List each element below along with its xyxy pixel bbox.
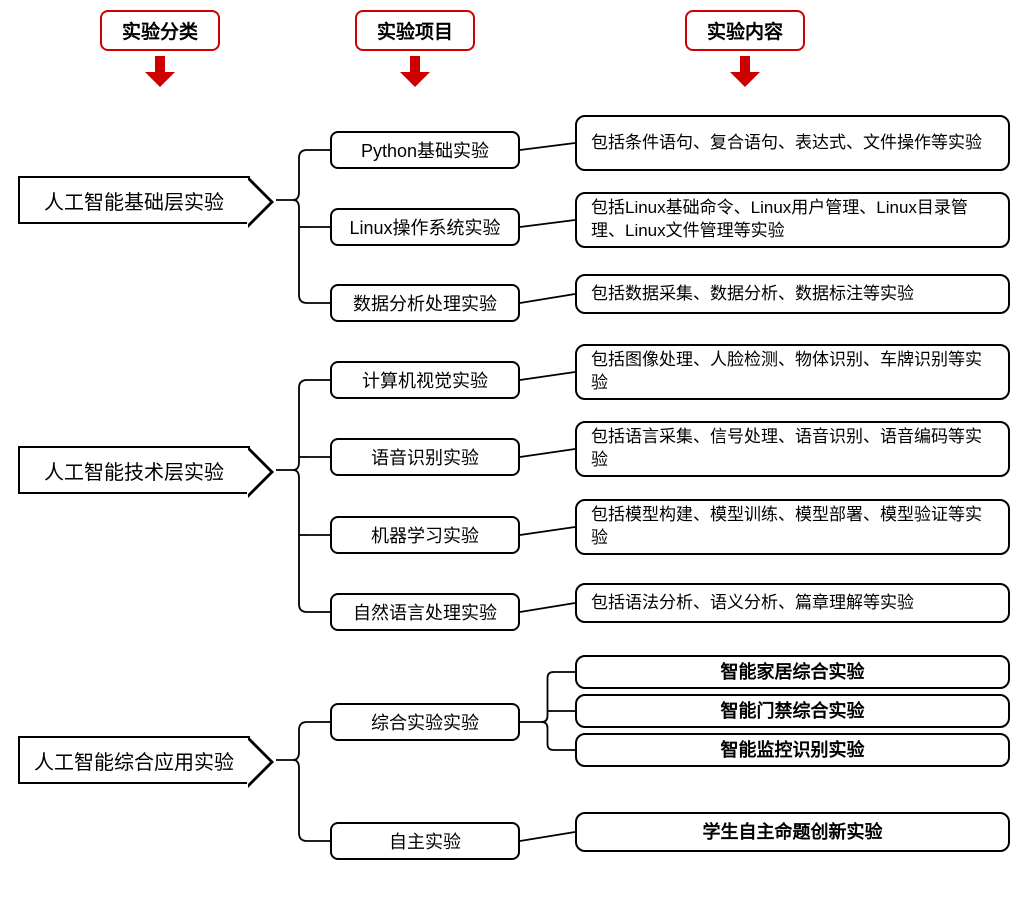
- content-2-0-2: 智能监控识别实验: [575, 733, 1010, 767]
- content-2-0-1: 智能门禁综合实验: [575, 694, 1010, 728]
- header-1: 实验项目: [355, 10, 475, 51]
- content-1-2-0: 包括模型构建、模型训练、模型部署、模型验证等实验: [575, 499, 1010, 555]
- project-1-1: 语音识别实验: [330, 438, 520, 476]
- category-0: 人工智能基础层实验: [18, 176, 250, 224]
- header-0: 实验分类: [100, 10, 220, 51]
- content-1-1-0: 包括语言采集、信号处理、语音识别、语音编码等实验: [575, 421, 1010, 477]
- project-0-1: Linux操作系统实验: [330, 208, 520, 246]
- content-2-1-0: 学生自主命题创新实验: [575, 812, 1010, 852]
- content-1-0-0: 包括图像处理、人脸检测、物体识别、车牌识别等实验: [575, 344, 1010, 400]
- project-1-3: 自然语言处理实验: [330, 593, 520, 631]
- project-2-0: 综合实验实验: [330, 703, 520, 741]
- project-1-2: 机器学习实验: [330, 516, 520, 554]
- content-2-0-0: 智能家居综合实验: [575, 655, 1010, 689]
- header-2: 实验内容: [685, 10, 805, 51]
- content-0-2-0: 包括数据采集、数据分析、数据标注等实验: [575, 274, 1010, 314]
- content-1-3-0: 包括语法分析、语义分析、篇章理解等实验: [575, 583, 1010, 623]
- content-0-1-0: 包括Linux基础命令、Linux用户管理、Linux目录管理、Linux文件管…: [575, 192, 1010, 248]
- content-0-0-0: 包括条件语句、复合语句、表达式、文件操作等实验: [575, 115, 1010, 171]
- project-2-1: 自主实验: [330, 822, 520, 860]
- project-0-2: 数据分析处理实验: [330, 284, 520, 322]
- project-1-0: 计算机视觉实验: [330, 361, 520, 399]
- category-1: 人工智能技术层实验: [18, 446, 250, 494]
- project-0-0: Python基础实验: [330, 131, 520, 169]
- category-2: 人工智能综合应用实验: [18, 736, 250, 784]
